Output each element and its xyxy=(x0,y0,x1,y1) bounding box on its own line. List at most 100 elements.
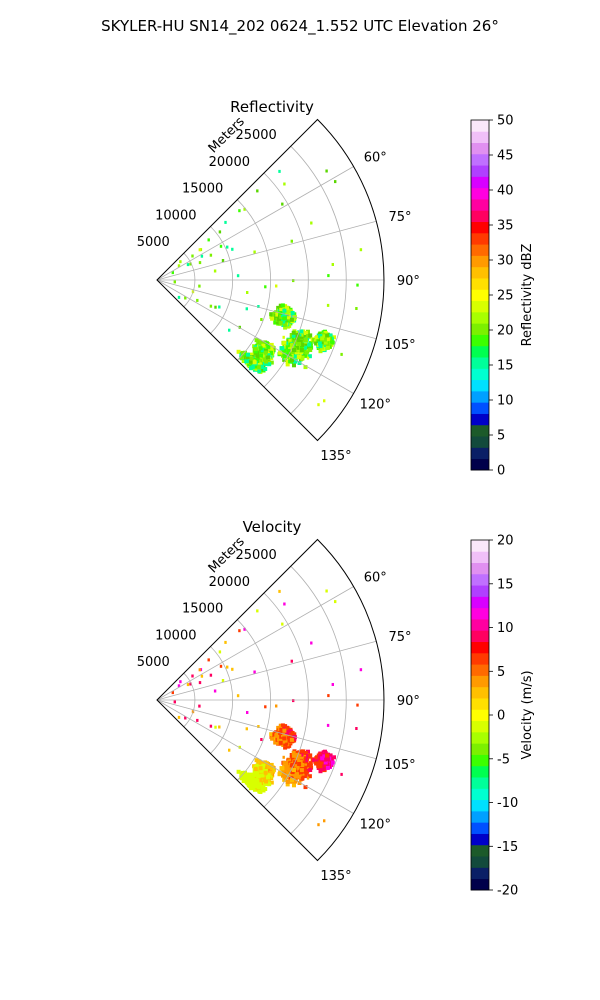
echo-gate xyxy=(248,779,253,784)
azimuth-tick-label: 135° xyxy=(320,449,351,464)
echo-gate xyxy=(298,759,303,764)
echo-gate xyxy=(253,364,258,369)
colorbar-tick-label: 40 xyxy=(497,184,514,199)
echo-gate xyxy=(273,320,278,325)
azimuth-spoke xyxy=(156,640,377,701)
echo-gate xyxy=(177,715,181,719)
echo-gate xyxy=(308,753,313,758)
echo-gate xyxy=(261,343,266,348)
echo-gate xyxy=(245,307,248,311)
echo-gate xyxy=(286,728,291,733)
echo-gate xyxy=(262,357,267,362)
echo-gate xyxy=(283,325,288,330)
echo-gate xyxy=(283,182,286,186)
echo-gate xyxy=(286,308,291,313)
echo-gate xyxy=(285,782,290,787)
echo-gate xyxy=(285,311,290,316)
colorbar-swatch xyxy=(471,754,489,767)
echo-gate xyxy=(283,322,288,327)
echo-gate xyxy=(304,770,309,775)
echo-gate xyxy=(266,355,270,360)
echo-gate xyxy=(179,680,182,684)
echo-gate xyxy=(278,320,283,325)
colorbar-tick-label: 15 xyxy=(497,359,514,374)
echo-gate xyxy=(300,343,305,347)
colorbar-swatch xyxy=(471,856,489,868)
echo-gate xyxy=(299,756,304,761)
echo-gate xyxy=(198,261,202,265)
echo-gate xyxy=(279,307,284,312)
echo-gate xyxy=(323,331,328,335)
echo-gate xyxy=(315,335,319,340)
echo-gate xyxy=(315,755,319,760)
echo-gate xyxy=(295,772,299,777)
echo-gate xyxy=(289,317,294,322)
echo-gate xyxy=(198,284,201,288)
echo-gate xyxy=(173,700,176,704)
echo-gate xyxy=(303,331,308,335)
colorbar-tick-label: 30 xyxy=(497,254,514,269)
echo-gate xyxy=(238,745,241,749)
echo-gate xyxy=(236,769,241,774)
echo-gate xyxy=(318,333,323,338)
echo-gate xyxy=(323,819,326,823)
echo-gate xyxy=(275,284,278,288)
echo-gate xyxy=(263,350,268,355)
colorbar-tick-label: 50 xyxy=(497,114,514,129)
echo-gate xyxy=(276,317,281,322)
echo-gate xyxy=(252,780,257,785)
echo-gate xyxy=(256,609,259,613)
sector-frame xyxy=(156,118,385,442)
echo-gate xyxy=(314,761,319,766)
echo-gate xyxy=(290,350,295,355)
echo-gate xyxy=(282,308,287,313)
echo-gate xyxy=(282,768,287,773)
echo-gate xyxy=(306,754,311,758)
colorbar-swatch xyxy=(471,777,489,789)
echo-gate xyxy=(255,774,260,779)
echo-gate xyxy=(317,823,320,827)
echo-gate xyxy=(292,736,297,741)
colorbar-tick-label: 10 xyxy=(497,394,514,409)
echo-gate xyxy=(287,352,292,357)
echo-gate xyxy=(327,274,330,278)
echo-gate xyxy=(236,349,241,354)
echo-gate xyxy=(243,772,248,777)
echo-gate xyxy=(261,763,266,768)
azimuth-spoke xyxy=(156,279,377,340)
echo-gate xyxy=(260,768,265,773)
echo-gate xyxy=(320,336,325,341)
azimuth-spoke xyxy=(156,166,354,281)
colorbar-swatch xyxy=(471,458,489,471)
echo-gate xyxy=(285,306,289,311)
echo-gate xyxy=(260,785,264,789)
echo-gate xyxy=(290,772,295,777)
echo-gate xyxy=(253,769,258,774)
echo-gate xyxy=(244,779,249,784)
panel-title: Velocity xyxy=(243,518,302,536)
colorbar-swatch xyxy=(471,357,489,369)
echo-gate xyxy=(286,315,291,320)
echo-gate xyxy=(318,349,323,354)
echo-gate xyxy=(191,254,194,258)
echo-gate xyxy=(318,344,323,348)
echo-gate xyxy=(226,245,229,249)
echo-gate xyxy=(246,291,249,294)
echo-gate xyxy=(259,340,263,345)
echo-gate xyxy=(240,770,245,775)
echo-gate xyxy=(355,307,358,310)
colorbar-tick-label: 10 xyxy=(497,621,514,636)
colorbar-swatch xyxy=(471,232,489,245)
echo-gate xyxy=(281,733,285,738)
colorbar-swatch xyxy=(471,743,489,755)
echo-gate xyxy=(290,778,294,783)
colorbar-swatch xyxy=(471,311,489,324)
echo-gate xyxy=(325,757,330,762)
echo-gate xyxy=(267,362,272,367)
echo-gate xyxy=(260,318,263,321)
echo-gate xyxy=(258,346,263,351)
echo-gate xyxy=(243,627,246,631)
echo-gate xyxy=(177,295,181,299)
echo-gate xyxy=(186,683,190,687)
